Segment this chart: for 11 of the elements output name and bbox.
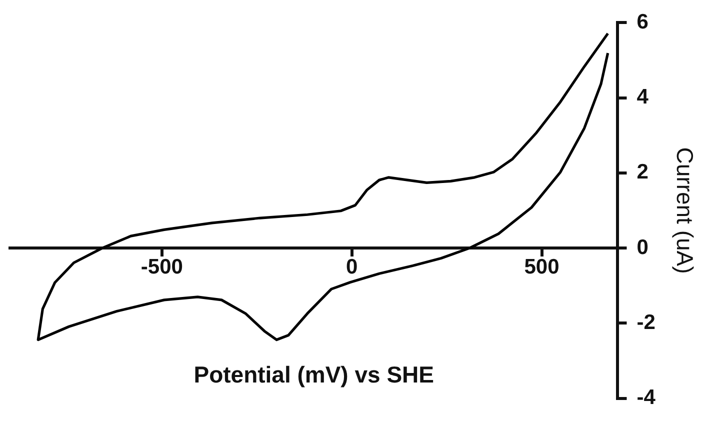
x-tick-label: 0 <box>346 255 358 278</box>
y-tick-label: 4 <box>636 86 649 109</box>
y-tick-label: -4 <box>636 386 656 410</box>
y-tick-label: -2 <box>636 311 656 334</box>
x-tick-label: 500 <box>524 255 560 278</box>
y-tick-label: 6 <box>636 10 648 34</box>
y-tick-label: 2 <box>636 160 648 184</box>
x-axis-title: Potential (mV) vs SHE <box>194 362 434 388</box>
y-tick-label: 0 <box>636 236 648 259</box>
x-tick-label: -500 <box>140 255 183 278</box>
y-axis-title: Current (uA) <box>672 147 698 274</box>
